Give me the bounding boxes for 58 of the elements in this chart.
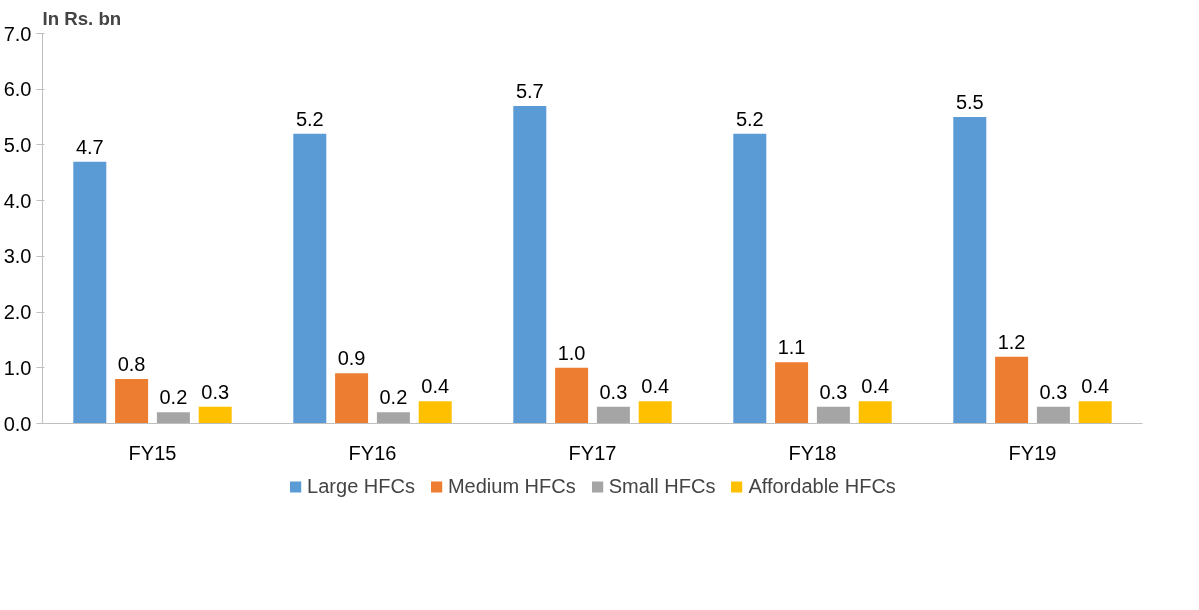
text: 0.8 bbox=[117, 352, 146, 375]
text: 1.1 bbox=[777, 336, 806, 359]
bar bbox=[733, 133, 767, 424]
bar bbox=[156, 412, 190, 424]
bar bbox=[376, 412, 410, 424]
bar bbox=[115, 378, 149, 424]
y-tick-label: 5.0 bbox=[3, 133, 32, 156]
text: 4.7 bbox=[75, 135, 104, 158]
y-tick-label: 1.0 bbox=[3, 356, 32, 379]
bar bbox=[816, 406, 850, 424]
y-tick-label: 7.0 bbox=[3, 22, 32, 45]
text: 0.2 bbox=[379, 386, 408, 409]
y-tick-label: 2.0 bbox=[3, 301, 32, 324]
y-axis-title: In Rs. bn bbox=[42, 7, 122, 29]
legend-label: Small HFCs bbox=[608, 474, 716, 498]
text: 0.3 bbox=[201, 380, 230, 403]
bar bbox=[858, 401, 892, 424]
x-tick-label: FY17 bbox=[568, 441, 617, 464]
text: 0.3 bbox=[819, 380, 848, 403]
y-tick-label: 3.0 bbox=[3, 245, 32, 268]
text: 0.9 bbox=[337, 347, 366, 370]
y-tick-label: 6.0 bbox=[3, 78, 32, 101]
bar bbox=[638, 401, 672, 424]
y-tick-label: 0.0 bbox=[3, 412, 32, 435]
text: 0.3 bbox=[599, 380, 628, 403]
legend-label: Medium HFCs bbox=[447, 474, 576, 498]
bar bbox=[596, 406, 630, 424]
bar bbox=[73, 161, 107, 424]
bar bbox=[555, 367, 589, 424]
bar bbox=[198, 406, 232, 424]
text: 1.0 bbox=[557, 341, 586, 364]
text: 5.7 bbox=[515, 79, 544, 102]
text: 0.4 bbox=[421, 375, 450, 398]
bar bbox=[995, 356, 1029, 424]
text: 5.2 bbox=[295, 107, 324, 130]
bar bbox=[513, 105, 547, 424]
text: 5.5 bbox=[955, 91, 984, 114]
bar bbox=[1036, 406, 1070, 424]
x-tick-label: FY16 bbox=[348, 441, 397, 464]
bar bbox=[335, 373, 369, 424]
x-tick-label: FY18 bbox=[788, 441, 837, 464]
bar bbox=[1078, 401, 1112, 424]
text: 5.2 bbox=[735, 107, 764, 130]
legend-label: Affordable HFCs bbox=[748, 474, 896, 498]
bar bbox=[293, 133, 327, 424]
x-tick-label: FY15 bbox=[128, 441, 177, 464]
y-tick-label: 4.0 bbox=[3, 189, 32, 212]
text: 0.4 bbox=[861, 375, 890, 398]
text: 0.2 bbox=[159, 386, 188, 409]
text: 0.3 bbox=[1039, 380, 1068, 403]
x-tick-label: FY19 bbox=[1008, 441, 1057, 464]
bar bbox=[953, 117, 987, 424]
bar bbox=[418, 401, 452, 424]
bar bbox=[775, 362, 809, 424]
text: 0.4 bbox=[641, 375, 670, 398]
text: 0.4 bbox=[1081, 375, 1110, 398]
legend-label: Large HFCs bbox=[307, 474, 415, 498]
text: 1.2 bbox=[997, 330, 1026, 353]
